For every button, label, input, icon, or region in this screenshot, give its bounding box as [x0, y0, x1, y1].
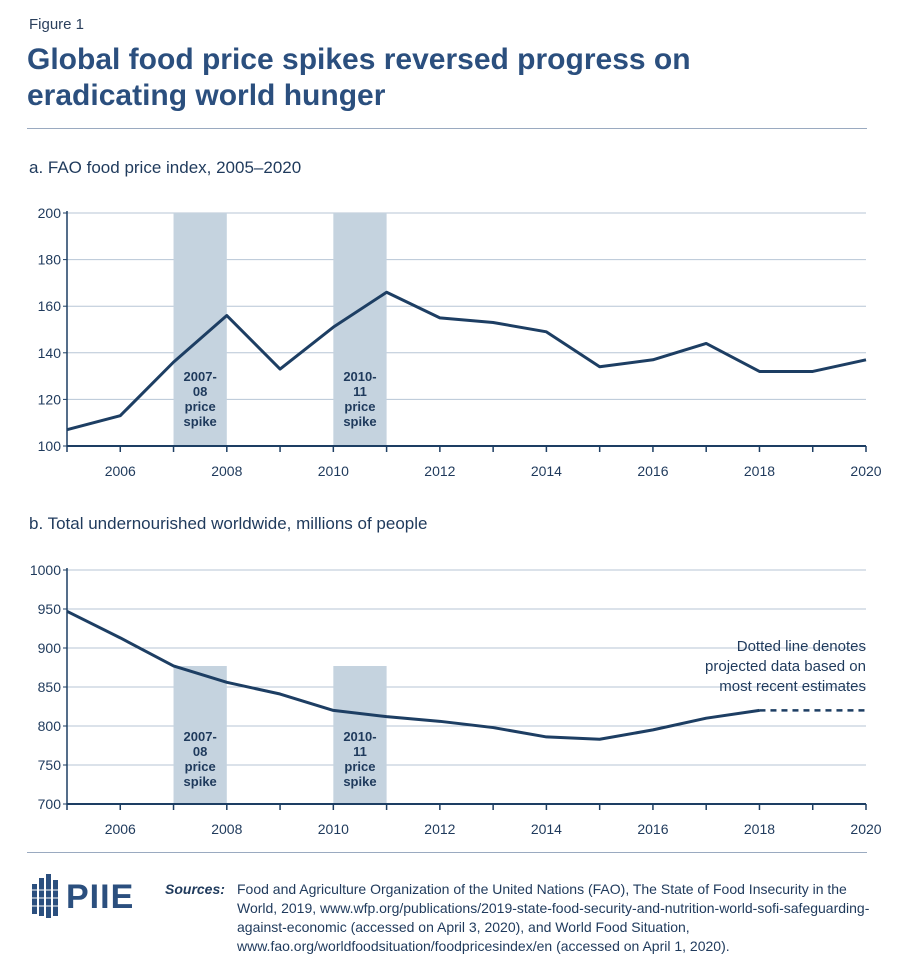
piie-logo: PIIE — [30, 872, 133, 920]
chart-b-shade-label-2-line-4: spike — [343, 774, 376, 789]
panel-a-title: a. FAO food price index, 2005–2020 — [29, 158, 302, 177]
chart-b-x-tick-label-2010: 2010 — [318, 821, 349, 837]
chart-b-x-tick-label-2006: 2006 — [105, 821, 136, 837]
chart-a-shade-label-1-line-2: 08 — [193, 384, 207, 399]
chart-b-y-tick-label-750: 750 — [38, 757, 62, 773]
chart-a-shade-label-2-line-2: 11 — [353, 384, 367, 399]
chart-a-series-line — [66, 290, 867, 432]
chart-b-x-tick-label-2016: 2016 — [637, 821, 668, 837]
chart-a-y-tick-label-120: 120 — [38, 391, 62, 407]
chart-a-x-tick-label-2016: 2016 — [637, 463, 668, 479]
chart-a-shaded-region-2 — [333, 213, 387, 446]
chart-b-x-tick-label-2014: 2014 — [531, 821, 562, 837]
chart-a-shade-label-2-line-4: spike — [343, 414, 376, 429]
chart-a-x-tick-label-2018: 2018 — [744, 463, 775, 479]
chart-b-shaded-region-2 — [333, 666, 387, 804]
chart-a-shade-label-2-line-1: 2010- — [343, 369, 376, 384]
piie-logo-text: PIIE — [66, 878, 135, 916]
chart-b-x-tick-label-2008: 2008 — [211, 821, 242, 837]
chart-a-x-tick-label-2010: 2010 — [318, 463, 349, 479]
chart-b-x-tick-label-2018: 2018 — [744, 821, 775, 837]
chart-b-series-line — [66, 609, 760, 741]
panel-b-title: b. Total undernourished worldwide, milli… — [29, 514, 428, 533]
chart-b-y-tick-label-950: 950 — [38, 601, 62, 617]
chart-a-shade-label-1-line-3: price — [185, 399, 216, 414]
chart-b-shade-label-2-line-2: 11 — [353, 744, 367, 759]
figure-title: Global food price spikes reversed progre… — [27, 43, 691, 112]
chart-a-y-tick-label-200: 200 — [38, 205, 62, 221]
chart-a-shade-label-1-line-4: spike — [184, 414, 217, 429]
chart-a-x-tick-label-2012: 2012 — [424, 463, 455, 479]
chart-b-shade-label-2-line-3: price — [344, 759, 375, 774]
chart-a-y-tick-label-160: 160 — [38, 298, 62, 314]
chart-b-annotation-line-3: most recent estimates — [719, 678, 866, 695]
chart-b-undernourished: 2007-08pricespike2010-11pricespike700750… — [30, 562, 882, 837]
chart-a-x-tick-label-2020: 2020 — [850, 463, 881, 479]
chart-a-x-tick-label-2014: 2014 — [531, 463, 562, 479]
chart-b-shaded-region-1 — [173, 666, 227, 804]
chart-a-shade-label-1-line-1: 2007- — [184, 369, 217, 384]
chart-b-x-tick-label-2020: 2020 — [850, 821, 881, 837]
chart-a-x-tick-label-2008: 2008 — [211, 463, 242, 479]
chart-b-annotation-line-1: Dotted line denotes — [737, 638, 866, 655]
chart-b-y-tick-label-700: 700 — [38, 796, 62, 812]
chart-a-food-price-index: 2007-08pricespike2010-11pricespike100120… — [38, 205, 882, 479]
sources-text: Food and Agriculture Organization of the… — [237, 881, 870, 954]
figure-label: Figure 1 — [29, 16, 85, 33]
sources-divider — [27, 852, 867, 853]
chart-b-y-tick-label-800: 800 — [38, 718, 62, 734]
chart-a-shade-label-2-line-3: price — [344, 399, 375, 414]
chart-b-shade-label-1-line-4: spike — [184, 774, 217, 789]
chart-a-x-tick-label-2006: 2006 — [105, 463, 136, 479]
chart-b-y-tick-label-1000: 1000 — [30, 562, 61, 578]
chart-a-y-tick-label-140: 140 — [38, 345, 62, 361]
chart-a-y-tick-label-100: 100 — [38, 438, 62, 454]
piie-logo-mark-icon — [30, 874, 60, 918]
chart-b-y-tick-label-900: 900 — [38, 640, 62, 656]
title-divider — [27, 128, 867, 129]
chart-b-shade-label-1-line-2: 08 — [193, 744, 207, 759]
chart-b-annotation-line-2: projected data based on — [705, 658, 866, 675]
chart-b-shade-label-1-line-1: 2007- — [184, 729, 217, 744]
chart-a-y-tick-label-180: 180 — [38, 252, 62, 268]
chart-a-shaded-region-1 — [173, 213, 227, 446]
sources-label: Sources: — [165, 881, 225, 897]
chart-b-shade-label-2-line-1: 2010- — [343, 729, 376, 744]
chart-b-x-tick-label-2012: 2012 — [424, 821, 455, 837]
chart-b-y-tick-label-850: 850 — [38, 679, 62, 695]
chart-b-shade-label-1-line-3: price — [185, 759, 216, 774]
